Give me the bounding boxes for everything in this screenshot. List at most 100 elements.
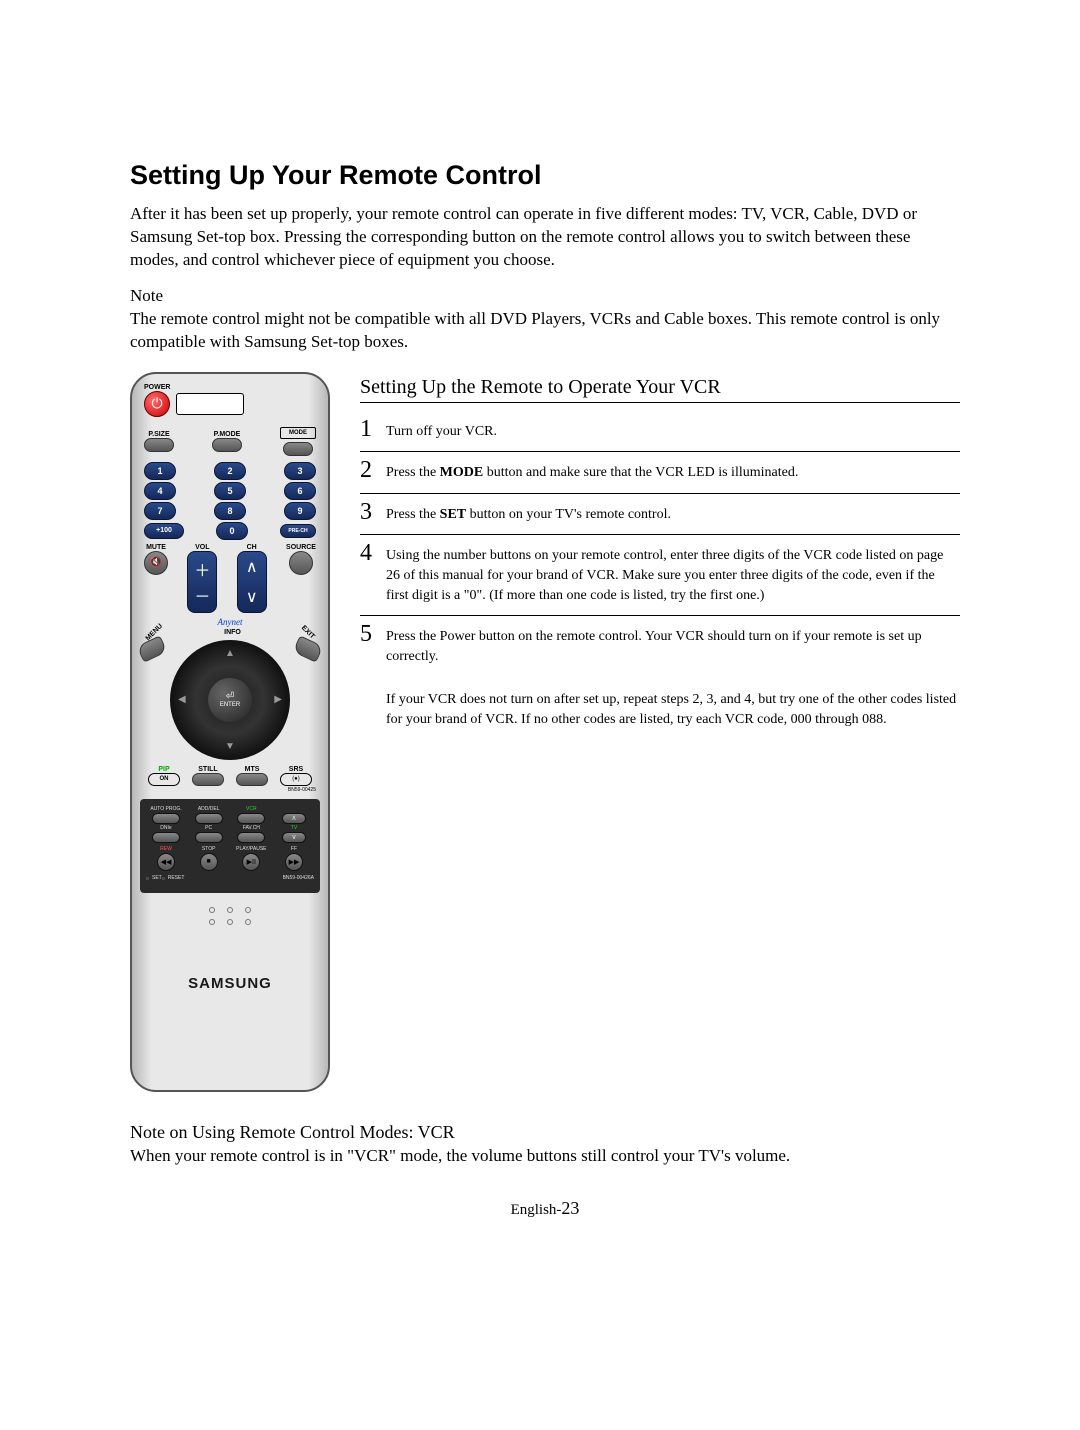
up-button: ∧: [282, 813, 306, 824]
pip-label: PIP: [158, 766, 169, 773]
vol-rocker: ＋－: [187, 551, 217, 613]
num-1: 1: [144, 462, 176, 480]
stop-button: ■: [200, 853, 218, 871]
step-number: 5: [360, 622, 378, 646]
autoprog-label: AUTO PROG.: [150, 806, 181, 812]
mute-button: 🔇: [144, 551, 168, 575]
play-label: PLAY/PAUSE: [236, 846, 266, 852]
still-button: [192, 773, 224, 786]
ff-button: ▶▶: [285, 853, 303, 871]
stop-label: STOP: [202, 846, 216, 852]
adddel-label: ADD/DEL: [198, 806, 220, 812]
nav-ring: ▲ ▼ ◀ ▶ ⏎ ENTER: [170, 640, 290, 760]
page-number: 23: [561, 1198, 579, 1218]
num-0: 0: [216, 522, 248, 540]
step-text: Press the SET button on your TV's remote…: [386, 500, 671, 525]
step-3: 3 Press the SET button on your TV's remo…: [360, 494, 960, 536]
bottom-note: Note on Using Remote Control Modes: VCR …: [130, 1122, 960, 1168]
step-2: 2 Press the MODE button and make sure th…: [360, 452, 960, 494]
tv-label: TV: [291, 825, 297, 831]
page-lang: English-: [511, 1202, 562, 1218]
num-7: 7: [144, 502, 176, 520]
menu-button: [136, 635, 167, 662]
vcr-button: [237, 813, 265, 824]
vol-label: VOL: [195, 544, 209, 551]
autoprog-button: [152, 813, 180, 824]
step-5: 5 Press the Power button on the remote c…: [360, 616, 960, 676]
num-100: +100: [144, 523, 184, 539]
rew-label: REW: [160, 846, 172, 852]
rew-button: ◀◀: [157, 853, 175, 871]
bn-label-1: BN59-00425: [144, 787, 316, 793]
remote-illustration: POWER ⏻ P.SIZE P.MODE MODE 1 2 3 4: [130, 372, 330, 1092]
dnie-label: DNIe: [160, 825, 171, 831]
srs-label: SRS: [289, 766, 303, 773]
step-text: Press the Power button on the remote con…: [386, 622, 960, 666]
note-label: Note: [130, 286, 960, 306]
srs-button: (●): [280, 773, 312, 786]
remote-body: POWER ⏻ P.SIZE P.MODE MODE 1 2 3 4: [130, 372, 330, 1092]
num-4: 4: [144, 482, 176, 500]
mts-button: [236, 773, 268, 786]
set-label: SET: [152, 875, 162, 881]
note-text: The remote control might not be compatib…: [130, 308, 960, 354]
vcr-label: VCR: [246, 806, 257, 812]
brand-logo: SAMSUNG: [144, 975, 316, 992]
page-footer: English-23: [130, 1198, 960, 1219]
dnie-button: [152, 832, 180, 843]
mode-button: MODE: [280, 427, 316, 439]
pip-on-button: ON: [148, 773, 180, 786]
power-label: POWER: [144, 384, 316, 391]
source-button: [289, 551, 313, 575]
step-text: Press the MODE button and make sure that…: [386, 458, 798, 483]
step-1: 1 Turn off your VCR.: [360, 411, 960, 453]
play-button: ▶II: [242, 853, 260, 871]
exit-button: [292, 635, 323, 662]
num-5: 5: [214, 482, 246, 500]
psize-button: [144, 438, 174, 452]
step-text: Using the number buttons on your remote …: [386, 541, 960, 605]
ch-label: CH: [247, 544, 257, 551]
reset-pinhole: [162, 877, 165, 880]
enter-button: ⏎ ENTER: [208, 678, 252, 722]
psize-label: P.SIZE: [148, 431, 169, 438]
still-label: STILL: [198, 766, 217, 773]
num-9: 9: [284, 502, 316, 520]
mts-label: MTS: [245, 766, 260, 773]
ff-label: FF: [291, 846, 297, 852]
step-number: 3: [360, 500, 378, 524]
step-number: 4: [360, 541, 378, 565]
manual-page: Setting Up Your Remote Control After it …: [0, 0, 1080, 1259]
adddel-button: [195, 813, 223, 824]
ir-window: [176, 393, 244, 415]
bn-label-2: BN59-00426A: [184, 875, 314, 881]
ch-rocker: ∧∨: [237, 551, 267, 613]
pmode-label: P.MODE: [214, 431, 241, 438]
favch-label: FAV.CH: [243, 825, 260, 831]
intro-text: After it has been set up properly, your …: [130, 203, 960, 272]
power-button: ⏻: [144, 391, 170, 417]
step-number: 1: [360, 417, 378, 441]
num-8: 8: [214, 502, 246, 520]
step-text: Turn off your VCR.: [386, 417, 497, 442]
pc-label: PC: [205, 825, 212, 831]
set-pinhole: [146, 877, 149, 880]
bottom-note-text: When your remote control is in "VCR" mod…: [130, 1145, 960, 1168]
pmode-button: [212, 438, 242, 452]
mute-label: MUTE: [146, 544, 166, 551]
num-3: 3: [284, 462, 316, 480]
dots-row-1: [144, 907, 316, 913]
num-6: 6: [284, 482, 316, 500]
anynet-label: Anynet: [144, 617, 316, 627]
source-label: SOURCE: [286, 544, 316, 551]
dark-panel: AUTO PROG. ADD/DEL VCR ∧ DNIe PC FAV.CH …: [140, 799, 320, 893]
mode-oval: [283, 442, 313, 456]
pc-button: [195, 832, 223, 843]
followup-text: If your VCR does not turn on after set u…: [386, 690, 960, 729]
page-title: Setting Up Your Remote Control: [130, 160, 960, 191]
step-4: 4 Using the number buttons on your remot…: [360, 535, 960, 616]
subheading: Setting Up the Remote to Operate Your VC…: [360, 376, 960, 403]
prech-button: PRE-CH: [280, 524, 316, 538]
main-row: POWER ⏻ P.SIZE P.MODE MODE 1 2 3 4: [130, 372, 960, 1092]
step-number: 2: [360, 458, 378, 482]
